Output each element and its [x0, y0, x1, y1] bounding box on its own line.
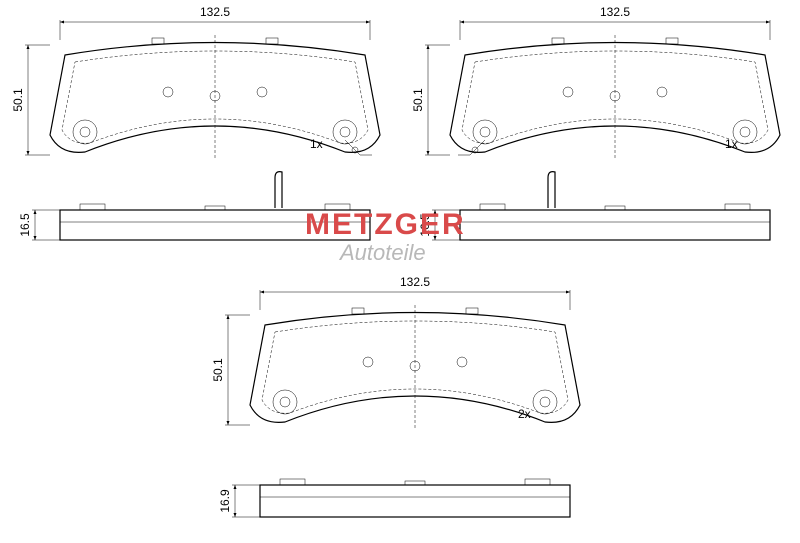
dim-width-tr: 132.5: [600, 5, 630, 19]
brake-pad-top-right: 132.5 1x 50.1: [411, 5, 780, 158]
brake-pad-bottom-center: 132.5 2x 50.1: [211, 275, 580, 428]
dim-height-tl: 50.1: [11, 88, 25, 112]
dim-height-tr: 50.1: [411, 88, 425, 112]
brake-pad-side-right: 16.5: [418, 172, 770, 240]
brake-pad-side-bottom: 16.9: [218, 479, 570, 517]
qty-label-bc: 2x: [518, 407, 531, 421]
qty-label-tl: 1x: [310, 137, 323, 151]
dim-thick-sl: 16.5: [18, 213, 32, 237]
brake-pad-side-left: 16.5: [18, 172, 370, 240]
drawing-canvas: 132.5 1x 50.1 132.5: [0, 0, 800, 543]
dim-width-tl: 132.5: [200, 5, 230, 19]
dim-thick-sb: 16.9: [218, 489, 232, 513]
dim-height-bc: 50.1: [211, 358, 225, 382]
dim-thick-sr: 16.5: [418, 213, 432, 237]
qty-label-tr: 1x: [725, 137, 738, 151]
brake-pad-top-left: 132.5 1x 50.1: [11, 5, 380, 158]
dim-width-bc: 132.5: [400, 275, 430, 289]
